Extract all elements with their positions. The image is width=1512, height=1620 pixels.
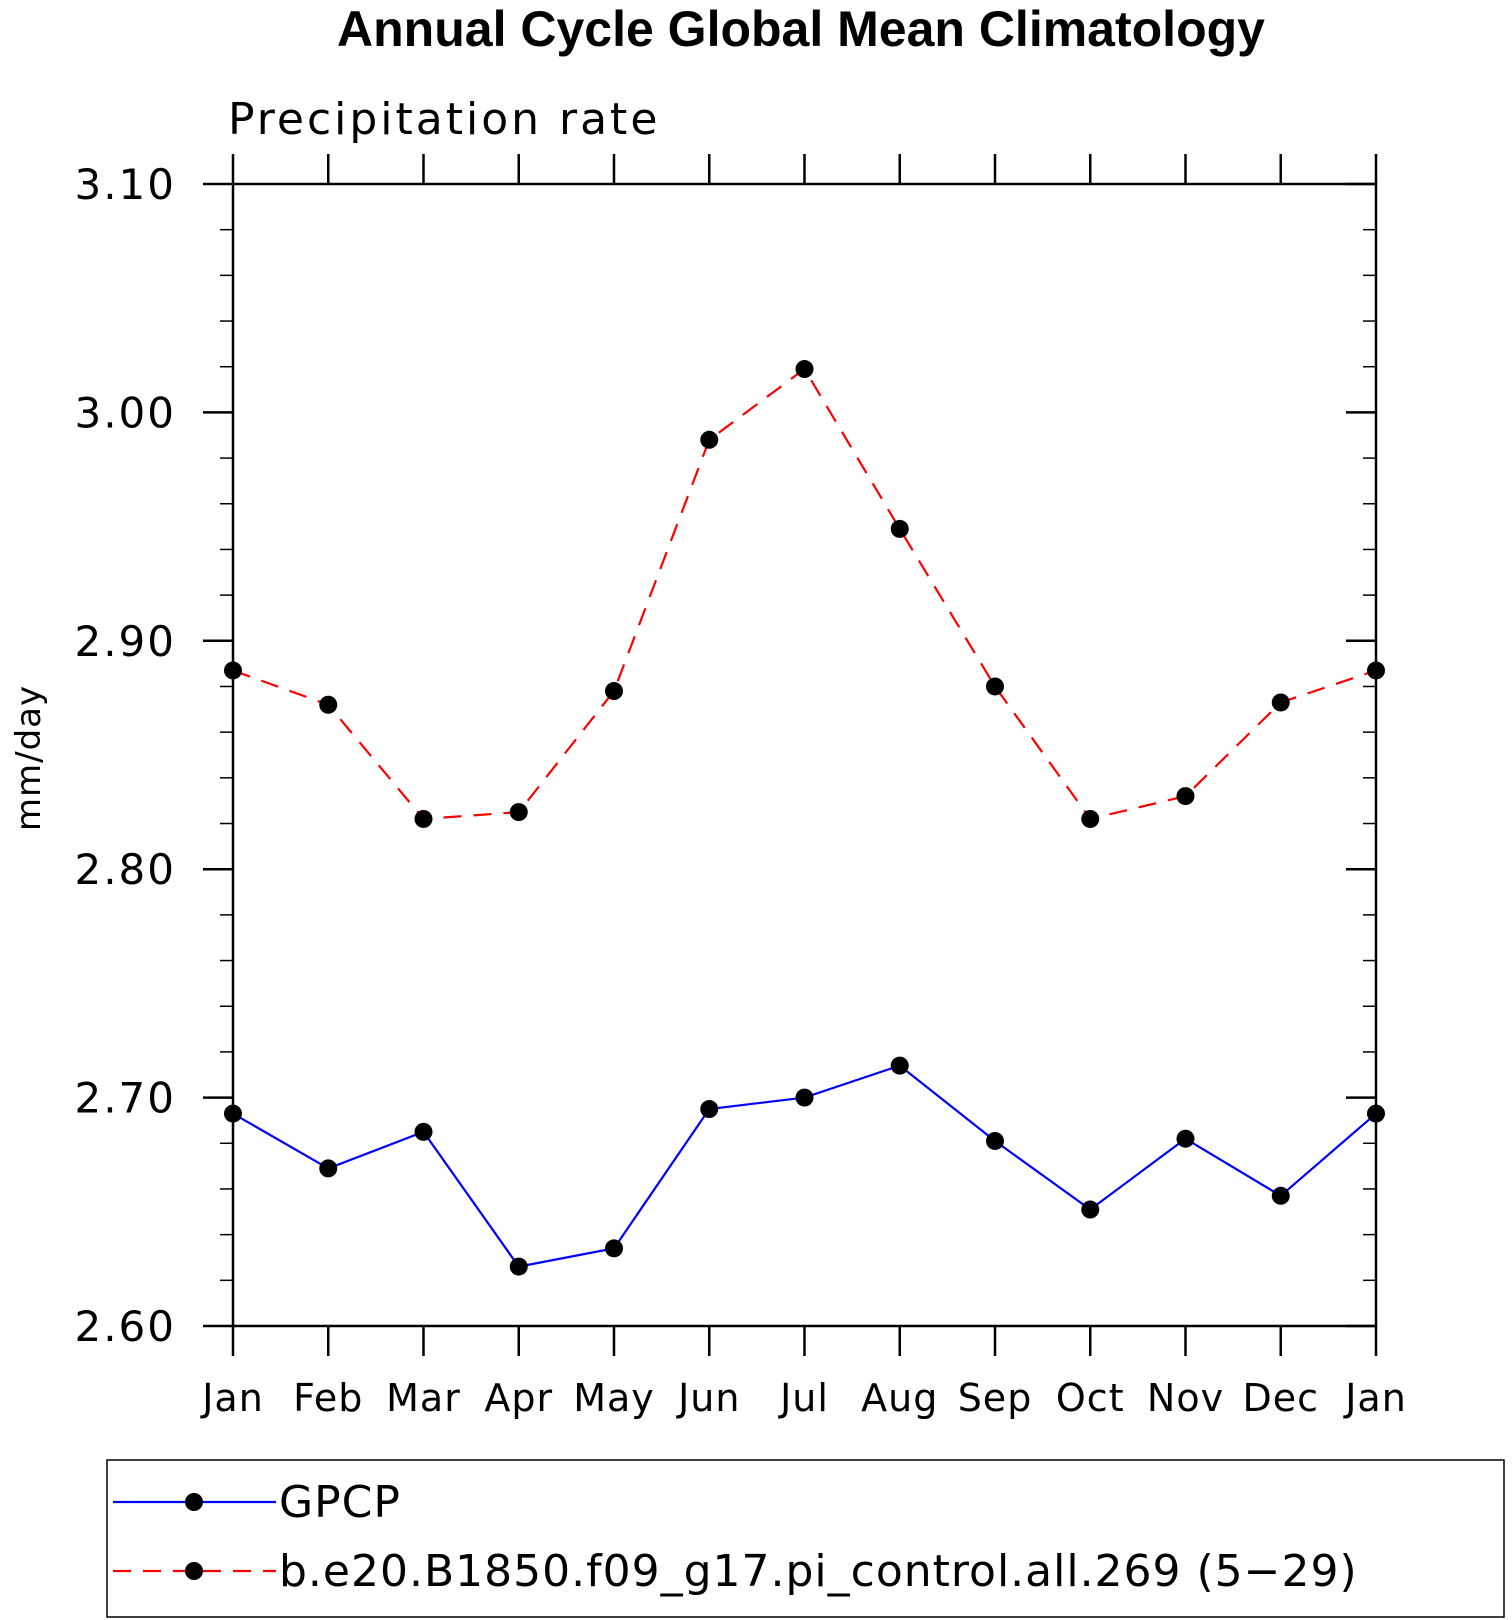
series-0-point <box>1081 1200 1100 1219</box>
y-tick-label: 2.70 <box>74 1074 176 1123</box>
y-axis-label: mm/day <box>9 685 49 831</box>
series-1-point <box>795 360 814 379</box>
x-tick-label: Aug <box>861 1376 938 1420</box>
x-tick-label: Jul <box>778 1376 829 1420</box>
legend-label-gpcp: GPCP <box>279 1477 401 1528</box>
series-1-point <box>224 661 242 680</box>
y-tick-label: 3.10 <box>74 160 176 209</box>
legend: GPCP b.e20.B1850.f09_g17.pi_control.all.… <box>106 1459 1505 1618</box>
series-0-point <box>319 1159 338 1178</box>
series-0-point <box>1271 1186 1290 1205</box>
series-1-point <box>414 809 433 828</box>
x-tick-label: May <box>573 1376 655 1420</box>
series-0-point <box>1367 1104 1385 1123</box>
x-tick-label: Oct <box>1056 1376 1125 1420</box>
legend-label-model: b.e20.B1850.f09_g17.pi_control.all.269 (… <box>279 1546 1358 1597</box>
y-tick-label: 2.90 <box>74 617 176 666</box>
x-tick-label: Mar <box>386 1376 461 1420</box>
x-tick-label: Jan <box>1343 1376 1407 1420</box>
x-tick-labels: Jan Feb Mar Apr May Jun Jul Aug Sep Oct Nov Dec Jan <box>200 1376 1407 1420</box>
x-tick-label: Apr <box>484 1376 553 1420</box>
x-tick-label: Nov <box>1147 1376 1224 1420</box>
x-tick-label: Jun <box>676 1376 740 1420</box>
legend-marker-gpcp <box>185 1493 203 1511</box>
series-1-point <box>1367 661 1385 680</box>
series-1-point <box>509 803 528 822</box>
series-0-point <box>795 1088 814 1107</box>
legend-box <box>106 1459 1505 1618</box>
plot-frame <box>231 182 1378 1328</box>
series-1-point <box>986 677 1004 696</box>
series-1-point <box>700 430 719 449</box>
series-0-point <box>224 1104 242 1123</box>
series-0-point <box>700 1100 719 1119</box>
series-line-1 <box>232 367 1377 821</box>
x-tick-label: Dec <box>1242 1376 1319 1420</box>
series-0-point <box>986 1131 1004 1150</box>
y-tick-label: 2.80 <box>74 845 176 894</box>
series-1-point <box>319 695 338 714</box>
x-tick-label: Sep <box>958 1376 1033 1420</box>
y-tick-label: 3.00 <box>74 388 176 437</box>
series-1-point <box>1271 693 1290 712</box>
series-0-point <box>414 1122 433 1141</box>
x-tick-label: Feb <box>293 1376 363 1420</box>
series-0-point <box>605 1239 623 1258</box>
x-tick-label: Jan <box>200 1376 264 1420</box>
y-tick-labels: 2.60 2.70 2.80 2.90 3.00 3.10 <box>74 160 176 1351</box>
series-1-point <box>890 519 909 538</box>
series-layer <box>224 360 1385 1276</box>
y-tick-label: 2.60 <box>74 1302 176 1351</box>
series-0-point <box>890 1056 909 1075</box>
chart-title: Annual Cycle Global Mean Climatology <box>337 1 1265 57</box>
series-1-point <box>1081 809 1100 828</box>
chart-subtitle: Precipitation rate <box>228 94 660 145</box>
series-1-point <box>605 682 623 701</box>
series-0-point <box>509 1257 528 1276</box>
legend-marker-model <box>185 1562 203 1580</box>
series-0-point <box>1176 1129 1195 1148</box>
axis-ticks <box>203 154 1378 1356</box>
series-1-point <box>1176 787 1195 806</box>
